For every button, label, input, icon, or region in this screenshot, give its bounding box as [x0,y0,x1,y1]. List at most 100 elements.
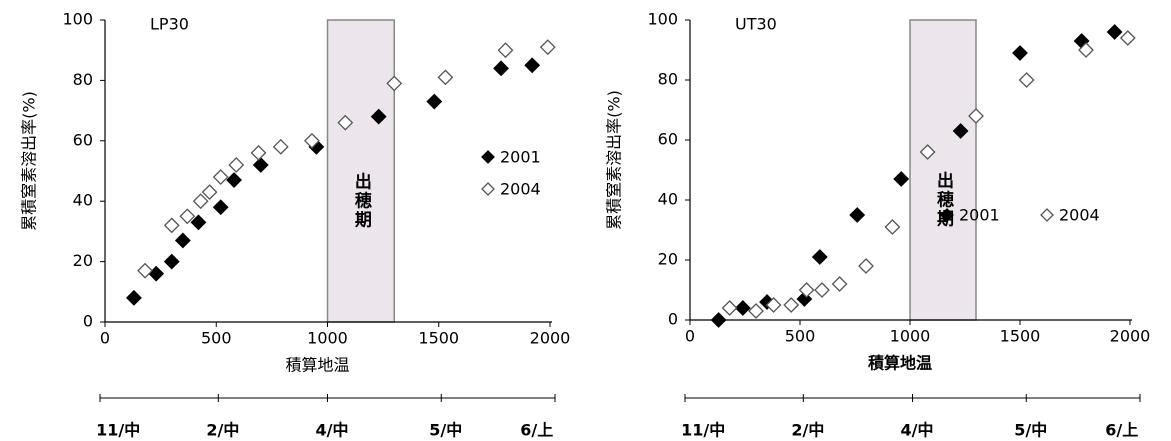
y-axis-label: 累積窒素溶出率(%) [605,90,624,230]
y-tick-label: 20 [73,251,93,270]
data-point [212,199,229,216]
panel-title: LP30 [150,15,189,34]
data-point [493,60,509,77]
data-point [1078,42,1094,58]
data-point [765,297,782,313]
data-point [137,262,153,279]
x-tick-label: 2000 [530,329,571,348]
legend-marker [940,208,954,222]
data-point [148,265,165,282]
x-tick-label: 1000 [307,329,348,348]
y-tick-label: 60 [658,130,678,149]
y-tick-label: 100 [647,10,678,29]
data-point [163,253,180,270]
data-point [163,217,180,234]
x-tick-label: 2000 [1110,327,1151,346]
data-point [190,214,207,231]
data-point [1018,72,1035,88]
x-axis-label: 積算地温 [867,354,932,373]
data-point [884,219,901,235]
time-label: 11/中 [96,421,140,440]
data-point [252,157,269,173]
data-point [201,184,218,201]
data-point [524,57,541,74]
time-label: 11/中 [681,421,725,440]
shaded-span [909,19,977,321]
legend-marker [481,150,495,164]
time-label: 4/中 [901,421,934,440]
panel-title: UT30 [735,15,777,34]
data-point [179,208,196,225]
data-point [192,193,209,210]
y-tick-label: 100 [62,10,93,29]
data-point [811,249,828,265]
data-point [539,39,556,56]
data-point [734,300,751,316]
time-label: 4/中 [316,421,349,440]
legend-marker [481,182,495,196]
data-point [126,289,142,306]
data-point [783,297,800,313]
data-point [437,69,454,86]
y-tick-label: 0 [668,310,678,329]
x-tick-label: 0 [685,327,695,346]
data-point [226,172,242,188]
x-tick-label: 1500 [1000,327,1041,346]
time-label: 6/上 [1105,421,1138,440]
data-point [304,132,320,149]
data-point [426,93,443,110]
span-label: 出穂期 [933,170,954,228]
data-point [721,300,738,316]
data-point [893,171,910,187]
x-tick-label: 1000 [890,327,931,346]
y-tick-label: 40 [658,190,678,209]
data-point [1012,45,1028,61]
legend-label: 2004 [500,180,541,199]
data-point [1119,30,1136,46]
data-point [748,303,764,319]
time-label: 5/中 [429,421,462,440]
shaded-span [326,19,395,323]
data-point [1106,24,1123,40]
x-tick-label: 0 [100,329,110,348]
data-point [250,144,267,161]
data-point [710,312,727,328]
y-tick-label: 80 [73,70,93,89]
y-axis-label: 累積窒素溶出率(%) [20,91,39,231]
legend-label: 2001 [500,148,541,167]
y-tick-label: 40 [73,191,93,210]
time-label: 2/中 [791,421,824,440]
data-point [272,138,289,155]
data-point [858,258,874,274]
data-point [497,42,514,59]
data-point [814,282,830,298]
data-point [386,75,403,92]
data-point [952,123,969,139]
data-point [212,169,229,185]
x-tick-label: 500 [785,327,816,346]
data-point [919,144,936,160]
legend-label: 2001 [959,206,1000,225]
data-point [174,232,191,249]
data-point [849,207,866,223]
data-point [798,282,815,298]
data-point [228,157,245,173]
y-tick-label: 20 [658,250,678,269]
time-label: 5/中 [1014,421,1047,440]
y-tick-label: 80 [658,70,678,89]
data-point [831,276,848,292]
y-tick-label: 0 [83,312,93,331]
data-point [370,108,387,125]
legend-marker [1040,208,1054,222]
time-label: 2/中 [206,421,239,440]
y-tick-label: 60 [73,130,93,149]
x-tick-label: 500 [201,329,232,348]
legend-label: 2004 [1059,206,1100,225]
span-label: 出穂期 [351,172,372,230]
time-label: 6/上 [520,421,553,440]
data-point [968,108,984,124]
x-axis-label: 積算地温 [285,356,349,375]
data-point [337,114,354,131]
x-tick-label: 1500 [418,329,459,348]
